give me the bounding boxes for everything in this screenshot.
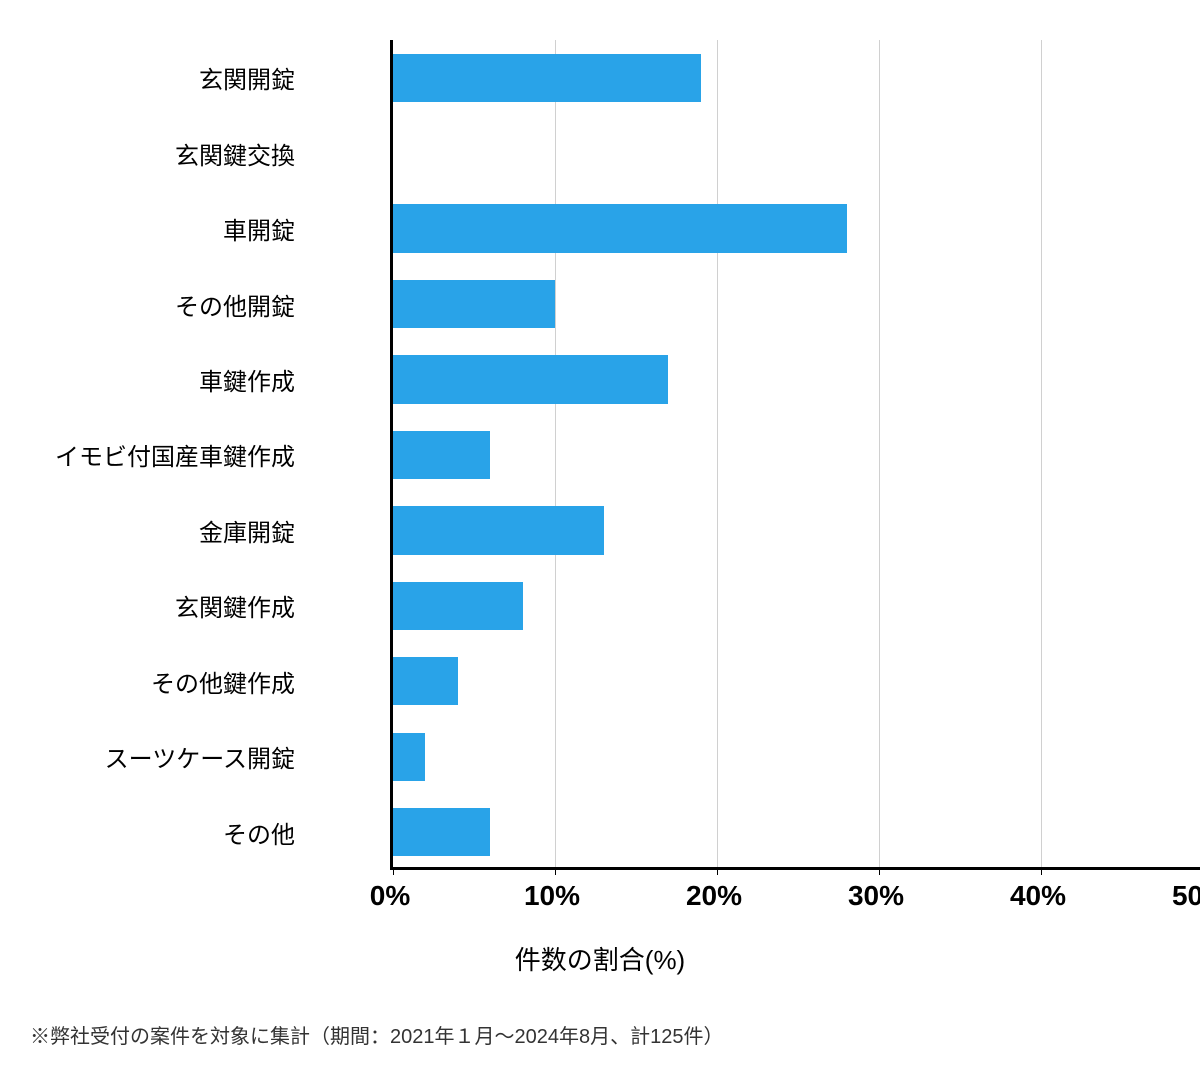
category-label: 玄関開錠 [0,40,295,115]
category-label: イモビ付国産車鍵作成 [0,417,295,492]
bar-row [393,493,1200,568]
bar-row [393,40,1200,115]
bar [393,355,668,403]
bar [393,54,701,102]
bar [393,582,523,630]
x-tick-label: 20% [686,880,742,912]
category-label: 金庫開錠 [0,493,295,568]
bars-container [393,40,1200,867]
x-tick-label: 10% [524,880,580,912]
bar-row [393,115,1200,190]
chart-container: 玄関開錠玄関鍵交換車開錠その他開錠車鍵作成イモビ付国産車鍵作成金庫開錠玄関鍵作成… [40,20,1160,940]
bar-row [393,191,1200,266]
x-tick-label: 30% [848,880,904,912]
category-label: その他 [0,795,295,870]
bar-row [393,644,1200,719]
plot-area [390,40,1200,870]
bar [393,280,555,328]
bar-row [393,719,1200,794]
bar [393,506,604,554]
bar [393,204,847,252]
x-tick-label: 50% [1172,880,1200,912]
bar [393,808,490,856]
bar [393,733,425,781]
bar-row [393,342,1200,417]
bar [393,431,490,479]
category-label: スーツケース開錠 [0,719,295,794]
footnote: ※弊社受付の案件を対象に集計（期間：2021年１月〜2024年8月、計125件） [30,1020,723,1049]
category-label: 玄関鍵交換 [0,115,295,190]
x-tick-label: 40% [1010,880,1066,912]
bar-row [393,795,1200,870]
category-label: その他開錠 [0,266,295,341]
bar-row [393,417,1200,492]
x-axis-title: 件数の割合(%) [40,940,1160,977]
bar-row [393,266,1200,341]
category-label: 車開錠 [0,191,295,266]
category-label: その他鍵作成 [0,644,295,719]
bar-row [393,568,1200,643]
category-label: 車鍵作成 [0,342,295,417]
category-label: 玄関鍵作成 [0,568,295,643]
x-tick-label: 0% [370,880,410,912]
bar [393,657,458,705]
